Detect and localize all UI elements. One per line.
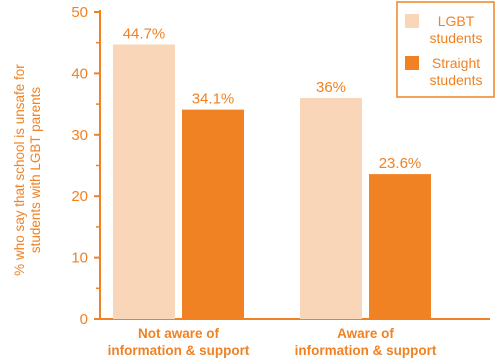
data-label: 44.7%	[123, 26, 166, 43]
x-category-label: Not aware of information & support	[108, 326, 250, 358]
data-label: 34.1%	[192, 91, 235, 108]
legend-label: Straight students	[430, 55, 483, 88]
legend-swatch-lgbt	[405, 14, 419, 28]
legend-swatch-straight	[405, 56, 419, 70]
bar-straight-0	[182, 109, 244, 319]
y-tick-label: 10	[71, 250, 88, 267]
y-tick-label: 30	[71, 127, 88, 144]
bar-lgbt-0	[113, 44, 175, 320]
y-tick-label: 50	[71, 4, 88, 21]
y-tick-label: 0	[80, 311, 88, 328]
y-tick-label: 20	[71, 188, 88, 205]
legend-label: LGBT students	[430, 13, 483, 46]
bar-straight-1	[369, 174, 431, 319]
y-axis-title: % who say that school is unsafe forstude…	[12, 64, 43, 276]
x-category-label: Aware of information & support	[295, 326, 437, 358]
y-tick-label: 40	[71, 65, 88, 82]
data-label: 36%	[316, 79, 346, 96]
bar-lgbt-1	[300, 97, 362, 320]
data-label: 23.6%	[379, 155, 422, 172]
